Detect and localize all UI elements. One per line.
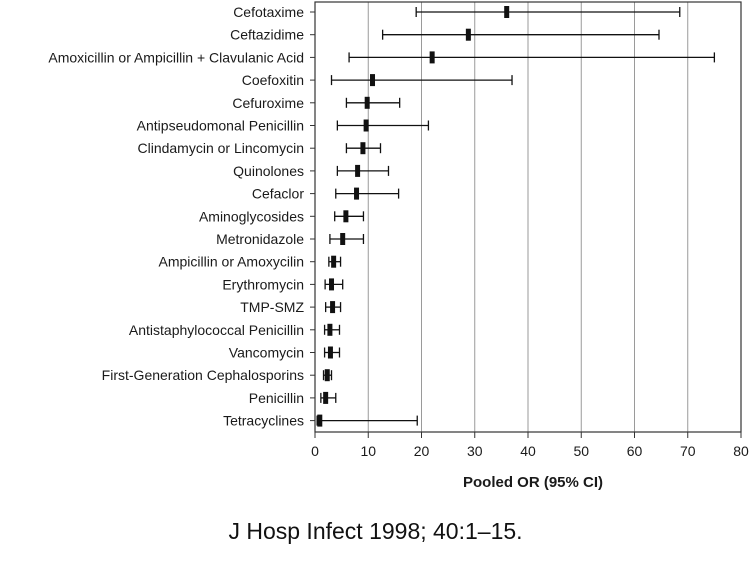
ci-row bbox=[323, 323, 341, 336]
x-axis-label: Pooled OR (95% CI) bbox=[463, 474, 603, 491]
category-label: Cefuroxime bbox=[232, 95, 304, 111]
category-label: Antistaphylococcal Penicillin bbox=[129, 322, 304, 338]
point-estimate bbox=[429, 51, 435, 64]
category-label: Quinolones bbox=[233, 163, 304, 179]
point-estimate bbox=[355, 164, 361, 177]
x-tick-label: 40 bbox=[520, 443, 536, 459]
point-estimate bbox=[343, 210, 349, 223]
point-estimate bbox=[329, 278, 335, 291]
ci-row bbox=[329, 233, 365, 245]
ci-row bbox=[324, 301, 342, 314]
point-estimate bbox=[323, 391, 329, 404]
ci-row bbox=[348, 51, 716, 64]
category-labels: Cefotaxime Ceftazidime Amoxicillin or Ampi… bbox=[48, 4, 315, 429]
ci-row bbox=[328, 255, 342, 268]
category-label: Ceftazidime bbox=[230, 27, 304, 43]
x-tick-label: 30 bbox=[467, 443, 483, 459]
ci-row bbox=[316, 414, 418, 427]
category-label: Aminoglycosides bbox=[199, 208, 304, 224]
ci-row bbox=[345, 96, 401, 109]
ci-row bbox=[324, 278, 344, 291]
category-label: TMP-SMZ bbox=[240, 299, 304, 315]
category-label: Clindamycin or Lincomycin bbox=[137, 140, 304, 156]
ci-row bbox=[336, 119, 430, 132]
category-label: Amoxicillin or Ampicillin + Clavulanic A… bbox=[48, 49, 304, 65]
category-label: First-Generation Cephalosporins bbox=[102, 367, 304, 383]
ci-row bbox=[415, 6, 681, 18]
category-label: Cefaclor bbox=[252, 186, 304, 202]
chart-marks bbox=[316, 6, 716, 427]
x-tick-label: 70 bbox=[680, 443, 696, 459]
point-estimate bbox=[330, 301, 336, 314]
ci-row bbox=[330, 74, 513, 87]
ci-row bbox=[336, 164, 390, 177]
point-estimate bbox=[327, 346, 333, 359]
category-label: Metronidazole bbox=[216, 231, 304, 247]
ci-row bbox=[335, 187, 400, 200]
category-label: Penicillin bbox=[249, 390, 304, 406]
ci-row bbox=[334, 210, 365, 223]
category-label: Tetracyclines bbox=[223, 413, 304, 429]
ci-row bbox=[345, 142, 382, 155]
x-tick-label: 20 bbox=[414, 443, 430, 459]
ci-row bbox=[320, 391, 337, 404]
grid-lines bbox=[367, 2, 689, 432]
point-estimate bbox=[370, 74, 376, 87]
point-estimate bbox=[331, 255, 337, 268]
ci-row bbox=[322, 369, 333, 382]
category-label: Vancomycin bbox=[229, 345, 304, 361]
category-label: Cefotaxime bbox=[233, 4, 304, 20]
point-estimate bbox=[364, 96, 370, 109]
ci-row bbox=[381, 28, 660, 41]
category-label: Coefoxitin bbox=[242, 72, 304, 88]
point-estimate bbox=[324, 369, 330, 382]
point-estimate bbox=[465, 28, 471, 41]
x-tick-label: 80 bbox=[733, 443, 749, 459]
point-estimate bbox=[327, 323, 333, 336]
forest-plot: Cefotaxime Ceftazidime Amoxicillin or Ampi… bbox=[48, 1, 749, 491]
x-tick-label: 10 bbox=[360, 443, 376, 459]
x-tick-label: 50 bbox=[573, 443, 589, 459]
x-tick-label: 60 bbox=[627, 443, 643, 459]
category-label: Erythromycin bbox=[222, 276, 304, 292]
category-label: Ampicillin or Amoxycilin bbox=[159, 254, 304, 270]
point-estimate bbox=[363, 119, 369, 132]
point-estimate bbox=[354, 187, 360, 200]
point-estimate bbox=[504, 6, 510, 18]
point-estimate bbox=[340, 233, 346, 245]
ci-row bbox=[323, 346, 341, 359]
x-tick-labels: 0 10 20 30 40 50 60 70 80 bbox=[311, 432, 749, 459]
category-label: Antipseudomonal Penicillin bbox=[137, 118, 304, 134]
citation: J Hosp Infect 1998; 40:1–15. bbox=[228, 518, 523, 544]
x-tick-label: 0 bbox=[311, 443, 319, 459]
point-estimate bbox=[317, 414, 323, 427]
point-estimate bbox=[360, 142, 366, 155]
